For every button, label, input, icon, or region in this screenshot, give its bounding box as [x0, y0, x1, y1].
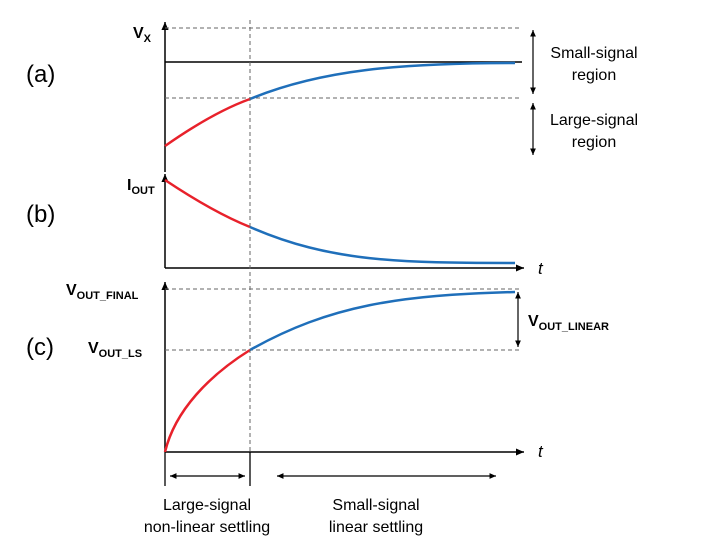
panel-a-large-signal-label-1: Large-signal — [550, 112, 638, 129]
panel-a-tag: (a) — [26, 61, 55, 88]
panel-b-small-signal-curve — [249, 225, 516, 265]
small-signal-caption-2: linear settling — [329, 519, 423, 536]
panel-b: (b) IOUT t — [26, 174, 544, 278]
panel-a-small-signal-label-2: region — [572, 67, 616, 84]
panel-c-tag: (c) — [26, 334, 54, 361]
panel-a: (a) VX Small-signal region Large-signal … — [26, 22, 638, 172]
panel-a-large-signal-label-2: region — [572, 134, 616, 151]
panel-c-x-label: t — [538, 442, 544, 461]
panel-c-vout-linear-label: VOUT_LINEAR — [528, 313, 609, 333]
panel-b-tag: (b) — [26, 201, 55, 228]
panel-a-small-signal-label-1: Small-signal — [550, 45, 637, 62]
panel-a-large-signal-curve — [164, 97, 251, 148]
panel-b-y-label: IOUT — [127, 177, 155, 197]
panel-c-large-signal-curve — [163, 348, 251, 453]
bottom-annotations: Large-signal non-linear settling Small-s… — [144, 473, 496, 536]
large-signal-caption-2: non-linear settling — [144, 519, 270, 536]
panel-a-y-label: VX — [133, 25, 152, 45]
panel-c-vout-final-label: VOUT_FINAL — [66, 282, 139, 302]
panel-c-small-signal-curve — [249, 290, 516, 352]
panel-c-vout-ls-label: VOUT_LS — [88, 340, 142, 360]
panel-b-x-label: t — [538, 259, 544, 278]
small-signal-caption-1: Small-signal — [332, 497, 419, 514]
panel-b-large-signal-curve — [164, 178, 251, 229]
panel-c: (c) t VOUT_FINAL VOUT_LS VOUT_LINEAR — [26, 282, 609, 461]
panel-a-small-signal-curve — [249, 61, 516, 101]
large-signal-caption-1: Large-signal — [163, 497, 251, 514]
